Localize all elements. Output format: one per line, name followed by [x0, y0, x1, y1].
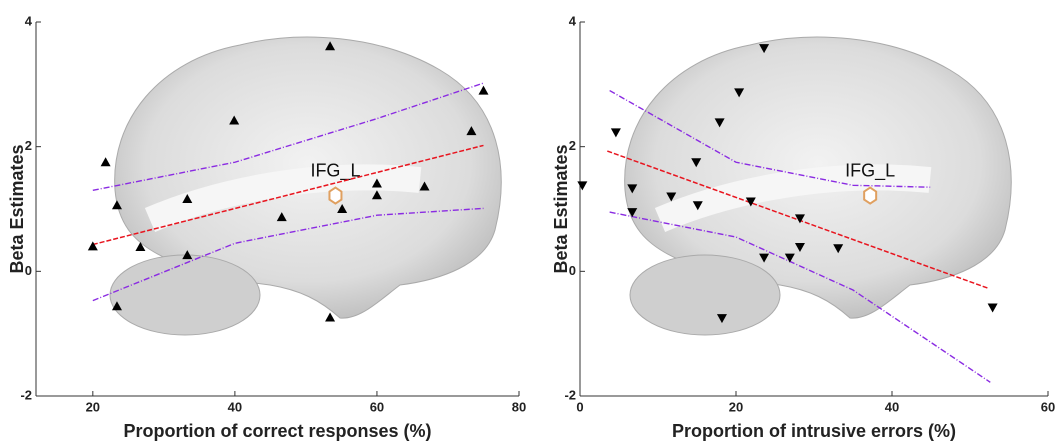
x-axis-label: Proportion of intrusive errors (%) — [672, 421, 956, 441]
y-tick-label: -2 — [564, 387, 576, 402]
x-tick-label: 60 — [1041, 399, 1055, 414]
brain-image-right — [625, 37, 1012, 335]
data-point — [611, 128, 621, 137]
brain-image-left — [110, 37, 501, 335]
data-point — [988, 303, 998, 312]
y-axis-label: Beta Estimates — [551, 144, 571, 273]
data-point — [478, 86, 488, 95]
roi-label: IFG_L — [845, 160, 895, 181]
x-tick-label: 80 — [512, 399, 526, 414]
data-point — [325, 312, 335, 321]
x-tick-label: 20 — [729, 399, 743, 414]
roi-marker — [864, 188, 876, 204]
y-tick-label: 4 — [569, 13, 577, 28]
figure: -202420406080Beta EstimatesProportion of… — [0, 0, 1059, 444]
x-tick-label: 20 — [86, 399, 100, 414]
y-axis-label: Beta Estimates — [7, 144, 27, 273]
x-tick-label: 60 — [370, 399, 384, 414]
data-point — [88, 241, 98, 250]
x-tick-label: 0 — [576, 399, 583, 414]
y-tick-label: 4 — [25, 13, 33, 28]
y-tick-label: -2 — [20, 387, 32, 402]
data-point — [577, 181, 587, 190]
roi-marker — [329, 188, 341, 204]
x-axis-label: Proportion of correct responses (%) — [123, 421, 431, 441]
x-tick-label: 40 — [228, 399, 242, 414]
x-tick-label: 40 — [885, 399, 899, 414]
data-point — [101, 157, 111, 166]
